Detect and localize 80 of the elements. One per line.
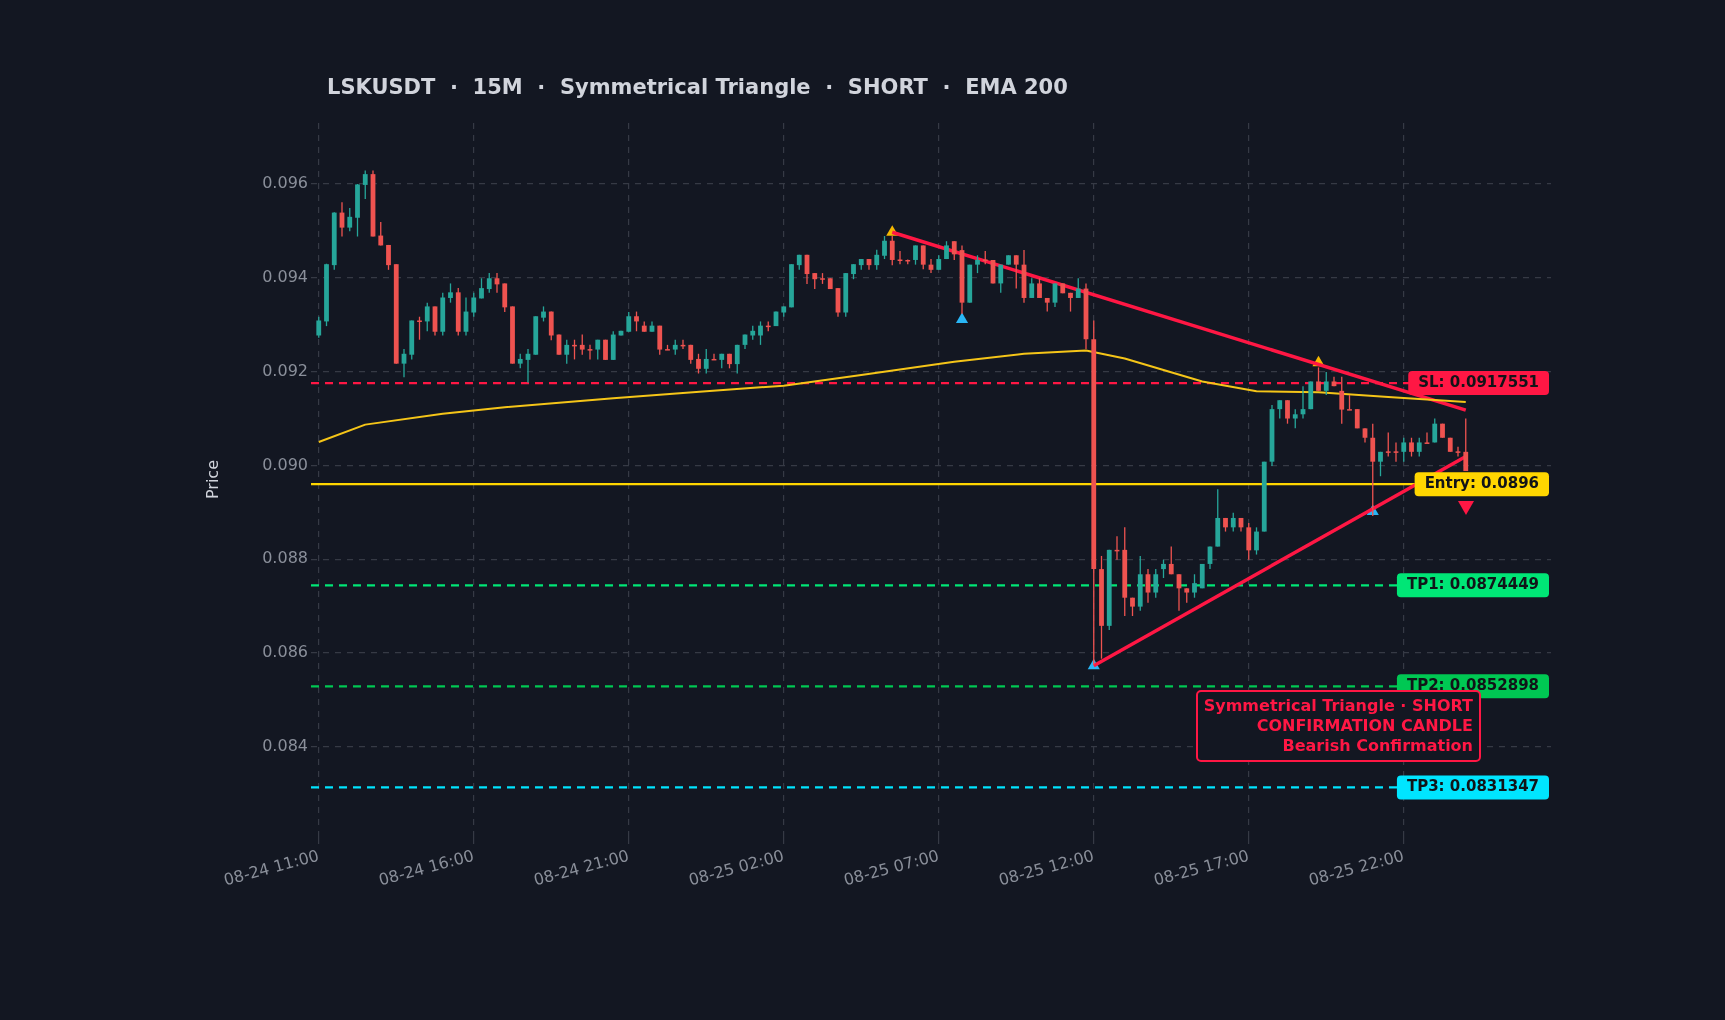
candlestick [913,244,918,266]
candlestick [1075,277,1081,299]
candlestick [548,310,554,341]
candlestick [1277,399,1283,420]
y-tick-label: 0.092 [262,360,308,380]
y-tick-label: 0.088 [262,548,308,568]
ref-line-label: Entry: 0.0896 [1424,474,1539,493]
candlestick [696,353,701,375]
candlestick [998,264,1004,294]
candlestick [587,344,593,361]
candlestick [703,348,709,375]
x-tick-label: 08-25 07:00 [841,845,941,890]
candlestick [1339,376,1345,425]
ref-line-label: TP1: 0.0874449 [1406,575,1539,594]
candlestick [1013,254,1019,290]
candlestick [657,324,663,356]
candlestick [316,316,322,339]
x-tick-label: 08-24 21:00 [531,845,631,890]
candlestick [1463,417,1469,472]
candlestick [1168,545,1174,575]
candlestick [874,249,880,271]
candlestick [1254,526,1259,556]
candlestick [1424,431,1430,444]
candlestick [417,316,422,341]
candlestick [471,292,477,318]
candlestick [1153,568,1159,599]
candlestick [1409,437,1414,458]
candlestick [347,207,353,233]
candlestick [1161,559,1166,579]
candlestick [920,244,926,270]
y-tick-label: 0.090 [262,454,308,474]
x-tick-label: 08-25 17:00 [1151,845,1251,890]
x-tick-label: 08-25 12:00 [996,845,1096,890]
annotation: Bearish Confirmation [1281,736,1473,756]
candlestick [1246,522,1252,561]
candlestick [424,302,430,332]
ref-line-label: TP2: 0.0852898 [1406,676,1539,695]
candlestick [386,244,391,271]
candlestick [626,311,632,333]
chart-title: LSKUSDT · 15M · Symmetrical Triangle · SHORT · EMA 200 [327,75,1068,100]
candlestick [579,333,585,356]
x-tick-label: 08-24 11:00 [221,845,321,890]
candlestick [758,320,763,346]
ref-line-label: SL: 0.0917551 [1418,372,1539,391]
annotation: Symmetrical Triangle · SHORT [1203,696,1473,716]
y-tick-label: 0.086 [262,642,308,662]
x-tick-label: 08-25 22:00 [1306,845,1406,890]
y-tick-label: 0.094 [262,266,308,286]
candlestick [1416,437,1422,458]
candlestick [1378,451,1383,477]
annotation: CONFIRMATION CANDLE [1255,716,1473,736]
candlestick [734,344,740,375]
candlestick [1370,423,1376,517]
candlestick [889,235,895,266]
candlestick [1230,512,1236,533]
candlestick [1292,408,1298,430]
candlestick [502,282,508,313]
candlestick [1323,371,1329,396]
candlestick [634,310,639,332]
candlestick [951,240,957,261]
candlestick [1401,437,1407,463]
candlestick [1037,277,1042,299]
x-tick-label: 08-25 02:00 [686,845,786,890]
candlestick [1316,366,1321,392]
candlestick [1455,446,1461,458]
candlestick [1029,277,1035,299]
y-tick-label: 0.084 [262,736,308,756]
candlestick [882,235,887,260]
y-tick-label: 0.096 [262,173,308,193]
candlestick [1393,441,1399,463]
candlestick [564,339,570,365]
x-tick-label: 08-24 16:00 [376,845,476,890]
ref-line-label: TP3: 0.0831347 [1406,777,1539,796]
candlestick [1192,573,1197,599]
candlestick [448,282,453,304]
candlestick [362,169,368,200]
candlestick [1385,431,1391,458]
candlestick [486,272,492,294]
y-axis-title: Price [202,459,222,500]
candlestick [1285,399,1290,425]
